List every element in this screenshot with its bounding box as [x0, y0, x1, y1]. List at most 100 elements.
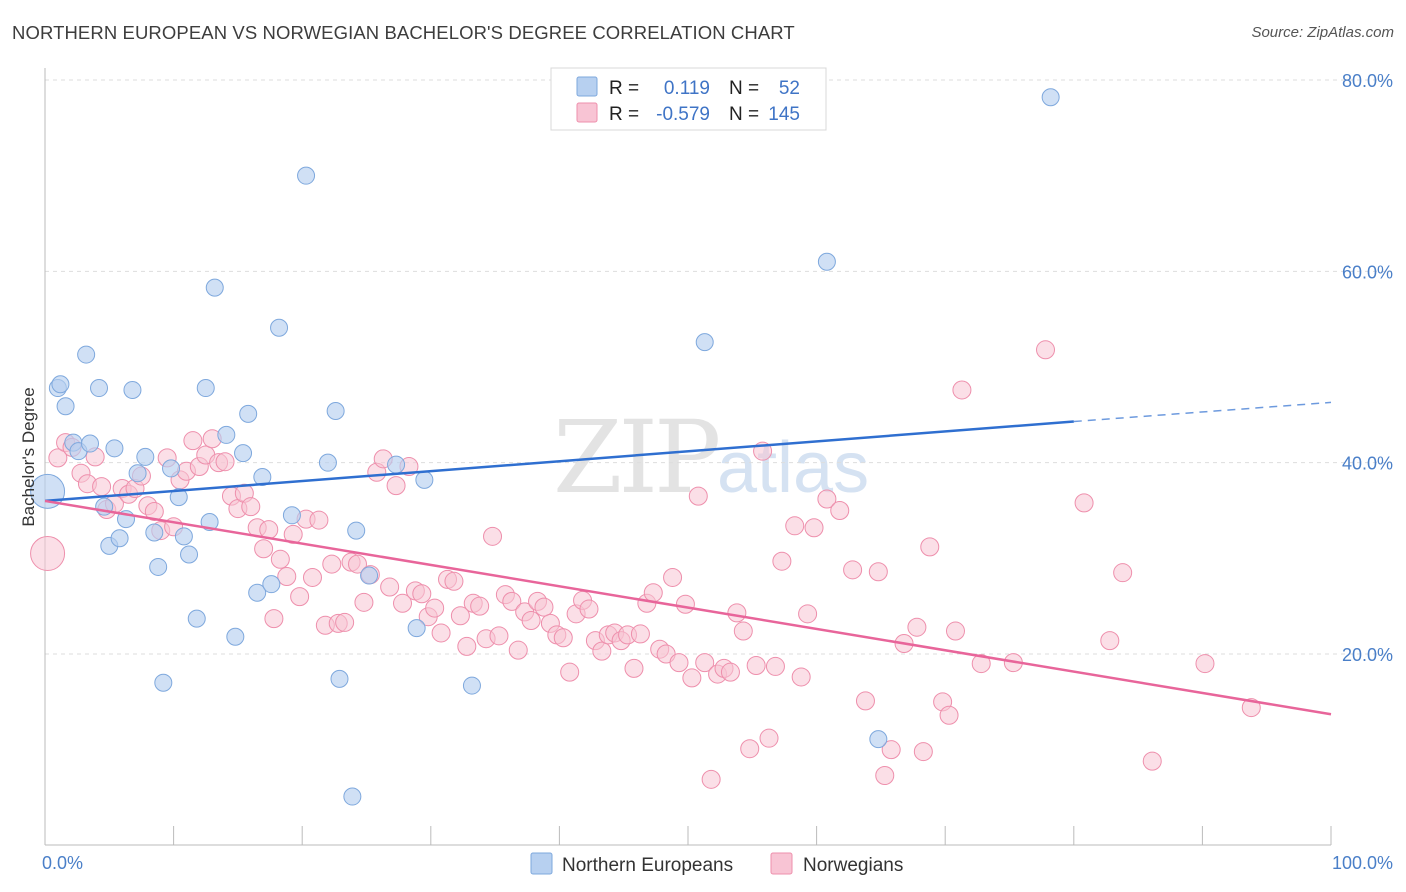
northern-europeans-trend-line — [44, 420, 1074, 503]
y-tick-label-40: 40.0% — [1342, 454, 1393, 474]
northern-europeans-point — [226, 627, 245, 646]
norwegians-point — [309, 510, 329, 530]
x-tick-label-100: 100.0% — [1332, 853, 1393, 873]
norwegians-point — [386, 476, 406, 496]
norwegians-point — [791, 667, 811, 687]
norwegians-point — [663, 567, 683, 587]
norwegians-point — [945, 621, 965, 641]
legend-swatch-blue — [576, 76, 598, 97]
northern-europeans-point — [128, 464, 147, 483]
norwegians-point — [322, 554, 342, 574]
norwegians-point — [144, 501, 164, 521]
northern-europeans-point — [462, 676, 481, 695]
norwegians-point — [483, 526, 503, 546]
northern-europeans-point — [169, 488, 188, 507]
bottom-legend-swatch-pink — [770, 852, 793, 875]
northern-europeans-point — [347, 521, 366, 540]
northern-europeans-point — [187, 609, 206, 628]
norwegians-point — [302, 567, 322, 587]
norwegians-point — [335, 612, 355, 632]
northern-europeans-point — [330, 669, 349, 688]
norwegians-point — [444, 571, 464, 591]
norwegians-point — [727, 603, 747, 623]
norwegians-point — [1195, 654, 1215, 674]
northern-europeans-point — [174, 527, 193, 546]
norwegians-point — [412, 584, 432, 604]
series-legend: Northern Europeans Norwegians — [530, 852, 903, 876]
northern-europeans-point — [196, 379, 215, 398]
norwegians-point — [48, 448, 68, 468]
northern-europeans-point — [136, 447, 155, 466]
correlation-legend: R = 0.119 N = 52 R = -0.579 N = 145 — [550, 67, 827, 131]
norwegians-point — [740, 739, 760, 759]
norwegians-point — [254, 539, 274, 559]
northern-europeans-point — [90, 379, 109, 398]
norwegians-point — [92, 477, 112, 497]
legend-r-value-1: 0.119 — [664, 78, 710, 99]
northern-europeans-point — [407, 619, 426, 638]
northern-europeans-point — [318, 453, 337, 472]
norwegians-point — [1100, 631, 1120, 651]
northern-europeans-point — [415, 470, 434, 489]
norwegians-point — [920, 537, 940, 557]
northern-europeans-point — [217, 425, 236, 444]
legend-r-value-2: -0.579 — [656, 104, 710, 125]
norwegians-point — [843, 560, 863, 580]
norwegians-point — [30, 536, 66, 572]
norwegians-point — [393, 593, 413, 613]
norwegians-point — [695, 653, 715, 673]
norwegians-point — [290, 587, 310, 607]
norwegians-point — [855, 691, 875, 711]
norwegians-point — [215, 452, 235, 472]
norwegians-point — [425, 598, 445, 618]
norwegians-point — [643, 583, 663, 603]
northern-europeans-point — [105, 439, 124, 458]
norwegians-point — [264, 609, 284, 629]
norwegians-point — [560, 662, 580, 682]
norwegians-point — [508, 640, 528, 660]
bottom-legend-swatch-blue — [530, 852, 553, 875]
norwegians-point — [772, 551, 792, 571]
norwegians-point — [521, 611, 541, 631]
northern-europeans-point — [154, 673, 173, 692]
northern-europeans-point — [180, 545, 199, 564]
northern-europeans-point — [200, 512, 219, 531]
norwegians-point — [347, 554, 367, 574]
northern-europeans-point — [343, 787, 362, 806]
northern-europeans-point — [51, 375, 70, 394]
norwegians-point — [534, 597, 554, 617]
chart-title: NORTHERN EUROPEAN VS NORWEGIAN BACHELOR'… — [12, 22, 795, 43]
northern-europeans-point — [253, 468, 272, 487]
norwegians-point — [701, 769, 721, 789]
norwegians-point — [1074, 493, 1094, 513]
northern-europeans-point — [205, 278, 224, 297]
norwegians-point — [183, 431, 203, 451]
norwegians-points — [30, 340, 1261, 789]
norwegians-point — [913, 742, 933, 762]
norwegians-point — [489, 626, 509, 646]
norwegians-point — [354, 592, 374, 612]
legend-n-label-1: N = — [729, 78, 759, 99]
norwegians-point — [868, 562, 888, 582]
y-tick-label-60: 60.0% — [1342, 262, 1393, 282]
northern-europeans-point — [695, 333, 714, 352]
northern-europeans-point — [234, 444, 253, 463]
northern-europeans-point — [110, 529, 129, 548]
norwegians-point — [907, 617, 927, 637]
norwegians-point — [241, 497, 261, 517]
y-axis-title: Bachelor's Degree — [19, 387, 38, 526]
northern-europeans-point — [239, 404, 258, 423]
northern-europeans-point — [123, 380, 142, 399]
y-tick-label-80: 80.0% — [1342, 71, 1393, 91]
norwegians-point — [952, 380, 972, 400]
northern-europeans-point — [77, 345, 96, 364]
northern-europeans-point — [360, 566, 379, 585]
norwegians-point — [675, 594, 695, 614]
norwegians-point — [746, 655, 766, 675]
norwegians-point — [798, 604, 818, 624]
trend-lines — [44, 401, 1332, 716]
x-tick-label-0: 0.0% — [42, 853, 83, 873]
norwegians-point — [624, 658, 644, 678]
norwegians-point — [971, 654, 991, 674]
norwegians-point — [720, 662, 740, 682]
